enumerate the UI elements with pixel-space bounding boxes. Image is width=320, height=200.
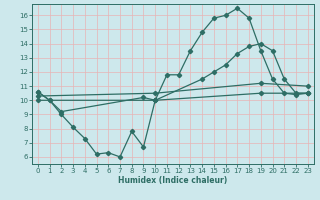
X-axis label: Humidex (Indice chaleur): Humidex (Indice chaleur) xyxy=(118,176,228,185)
